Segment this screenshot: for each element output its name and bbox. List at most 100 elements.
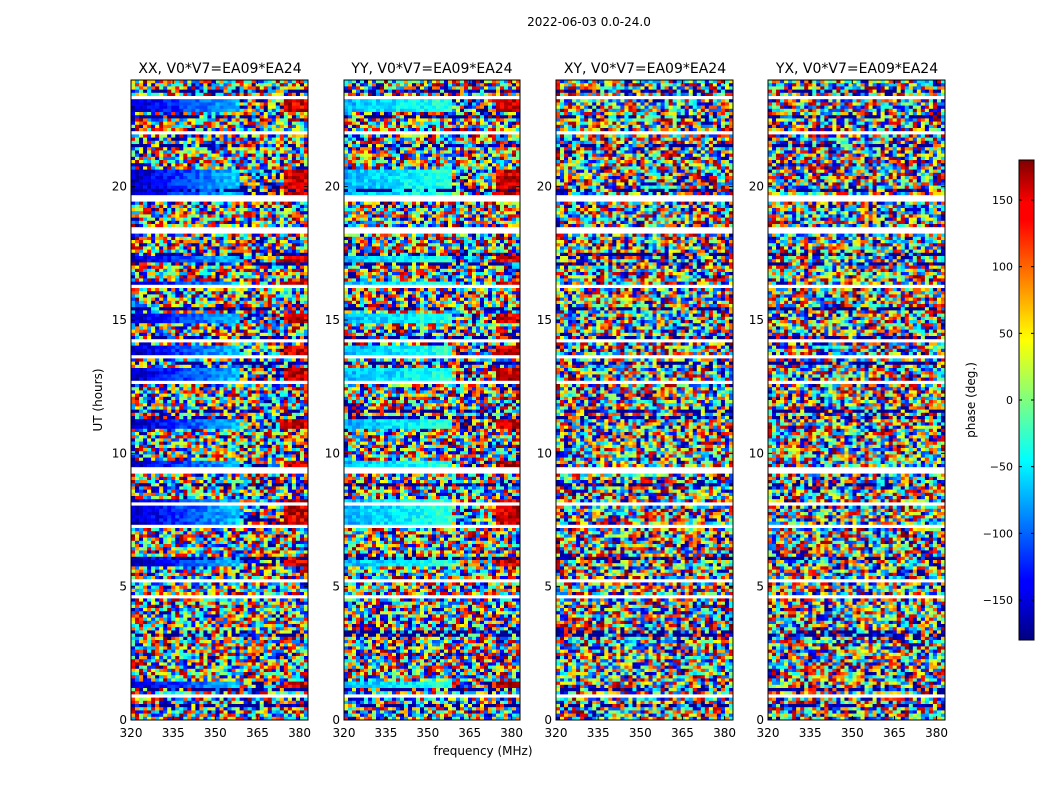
heatmap-cell [147,147,151,151]
heatmap-cell [260,150,264,154]
heatmap-cell [179,118,183,122]
heatmap-cell [135,115,139,119]
heatmap-cell [232,118,236,122]
heatmap-cell [167,115,171,119]
heatmap-cell [256,93,260,97]
heatmap-cell [240,125,244,129]
heatmap-cell [268,170,272,174]
heatmap-cell [167,179,171,183]
heatmap-cell [207,179,211,183]
heatmap-cell [288,99,292,103]
heatmap-cell [211,179,215,183]
heatmap-cell [147,106,151,110]
heatmap-cell [131,147,135,151]
heatmap-cell [248,147,252,151]
heatmap-cell [272,144,276,148]
heatmap-cell [143,179,147,183]
heatmap-cell [252,115,256,119]
heatmap-cell [151,141,155,145]
heatmap-cell [171,141,175,145]
heatmap-cell [252,154,256,158]
heatmap-cell [167,150,171,154]
heatmap-cell [199,160,203,164]
heatmap-cell [268,141,272,145]
heatmap-cell [211,112,215,116]
heatmap-cell [143,163,147,167]
heatmap-cell [207,147,211,151]
heatmap-cell [252,179,256,183]
heatmap-cell [256,154,260,158]
heatmap-cell [264,150,268,154]
heatmap-cell [191,122,195,126]
heatmap-cell [171,102,175,106]
heatmap-cell [296,112,300,116]
heatmap-cell [300,179,304,183]
heatmap-cell [179,83,183,87]
heatmap-cell [220,93,224,97]
heatmap-cell [211,166,215,170]
heatmap-cell [276,154,280,158]
heatmap-cell [143,80,147,84]
heatmap-cell [240,176,244,180]
heatmap-cell [220,115,224,119]
heatmap-cell [207,182,211,186]
heatmap-cell [228,138,232,142]
heatmap-cell [167,138,171,142]
heatmap-cell [300,147,304,151]
heatmap-cell [228,173,232,177]
heatmap-cell [195,166,199,170]
heatmap-cell [155,176,159,180]
heatmap-cell [183,80,187,84]
heatmap-cell [175,150,179,154]
heatmap-cell [292,141,296,145]
heatmap-cell [171,93,175,97]
heatmap-cell [256,182,260,186]
heatmap-cell [171,154,175,158]
heatmap-cell [151,118,155,122]
panel-title: XX, V0*V7=EA09*EA24 [138,61,301,77]
heatmap-cell [300,176,304,180]
heatmap-cell [155,86,159,90]
heatmap-cell [183,83,187,87]
heatmap-cell [139,134,143,138]
heatmap-cell [199,102,203,106]
heatmap-cell [147,166,151,170]
heatmap-cell [147,141,151,145]
heatmap-cell [215,176,219,180]
heatmap-cell [232,115,236,119]
heatmap-cell [264,112,268,116]
heatmap-cell [147,99,151,103]
heatmap-cell [147,118,151,122]
heatmap-cell [187,147,191,151]
heatmap-cell [284,86,288,90]
heatmap-cell [260,144,264,148]
heatmap-cell [220,163,224,167]
heatmap-cell [175,122,179,126]
heatmap-cell [175,109,179,113]
heatmap-cell [159,99,163,103]
heatmap-cell [292,118,296,122]
heatmap-cell [143,125,147,129]
heatmap-cell [135,93,139,97]
heatmap-cell [264,176,268,180]
heatmap-cell [147,112,151,116]
heatmap-cell [147,86,151,90]
heatmap-cell [276,128,280,132]
heatmap-cell [280,83,284,87]
heatmap-cell [288,93,292,97]
heatmap-cell [268,150,272,154]
heatmap-cell [256,170,260,174]
heatmap-cell [159,128,163,132]
heatmap-cell [143,170,147,174]
heatmap-cell [207,163,211,167]
heatmap-cell [232,122,236,126]
heatmap-cell [203,128,207,132]
heatmap-cell [135,80,139,84]
heatmap-cell [300,112,304,116]
heatmap-cell [292,93,296,97]
heatmap-cell [171,128,175,132]
heatmap-cell [252,176,256,180]
heatmap-cell [272,112,276,116]
heatmap-cell [163,173,167,177]
heatmap-cell [155,80,159,84]
